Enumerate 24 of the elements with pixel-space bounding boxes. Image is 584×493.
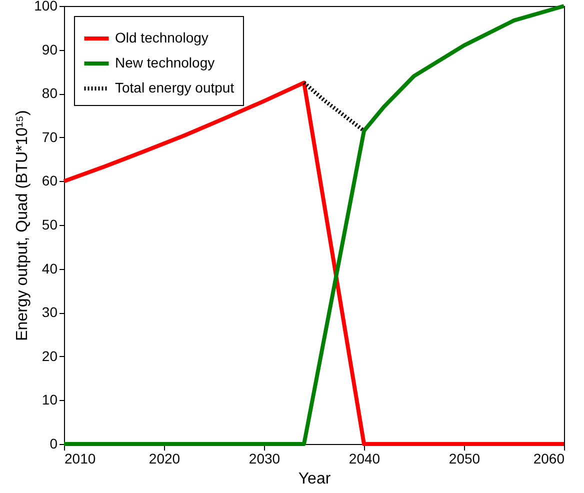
y-tick-label: 90 [42,41,58,58]
y-tick-label: 50 [42,216,58,232]
y-tick-label: 40 [42,260,58,276]
x-tick-label: 2010 [64,450,96,466]
x-tick-label: 2060 [533,450,565,466]
y-tick-label: 60 [42,172,58,189]
x-axis-title: Year [298,470,332,488]
y-tick-label: 0 [50,436,58,452]
legend-label: New technology [115,54,215,70]
y-tick-label: 30 [42,304,58,320]
legend-label: Total energy output [115,80,234,96]
legend-label: Old technology [115,30,208,46]
y-tick-label: 70 [42,128,58,145]
line-series [62,80,566,446]
y-axis-title: Energy output, Quad (BTU*10¹⁵) [14,110,32,341]
x-tick-label: 2050 [448,450,480,466]
y-tick-label: 80 [42,85,58,102]
x-tick-label: 2030 [248,450,280,466]
y-tick-label: 10 [42,392,58,408]
x-tick-label: 2040 [348,450,380,466]
line-series [302,80,366,133]
y-tick-label: 20 [42,348,58,364]
x-tick-label: 2020 [148,450,180,466]
y-tick-label: 100 [34,0,58,14]
